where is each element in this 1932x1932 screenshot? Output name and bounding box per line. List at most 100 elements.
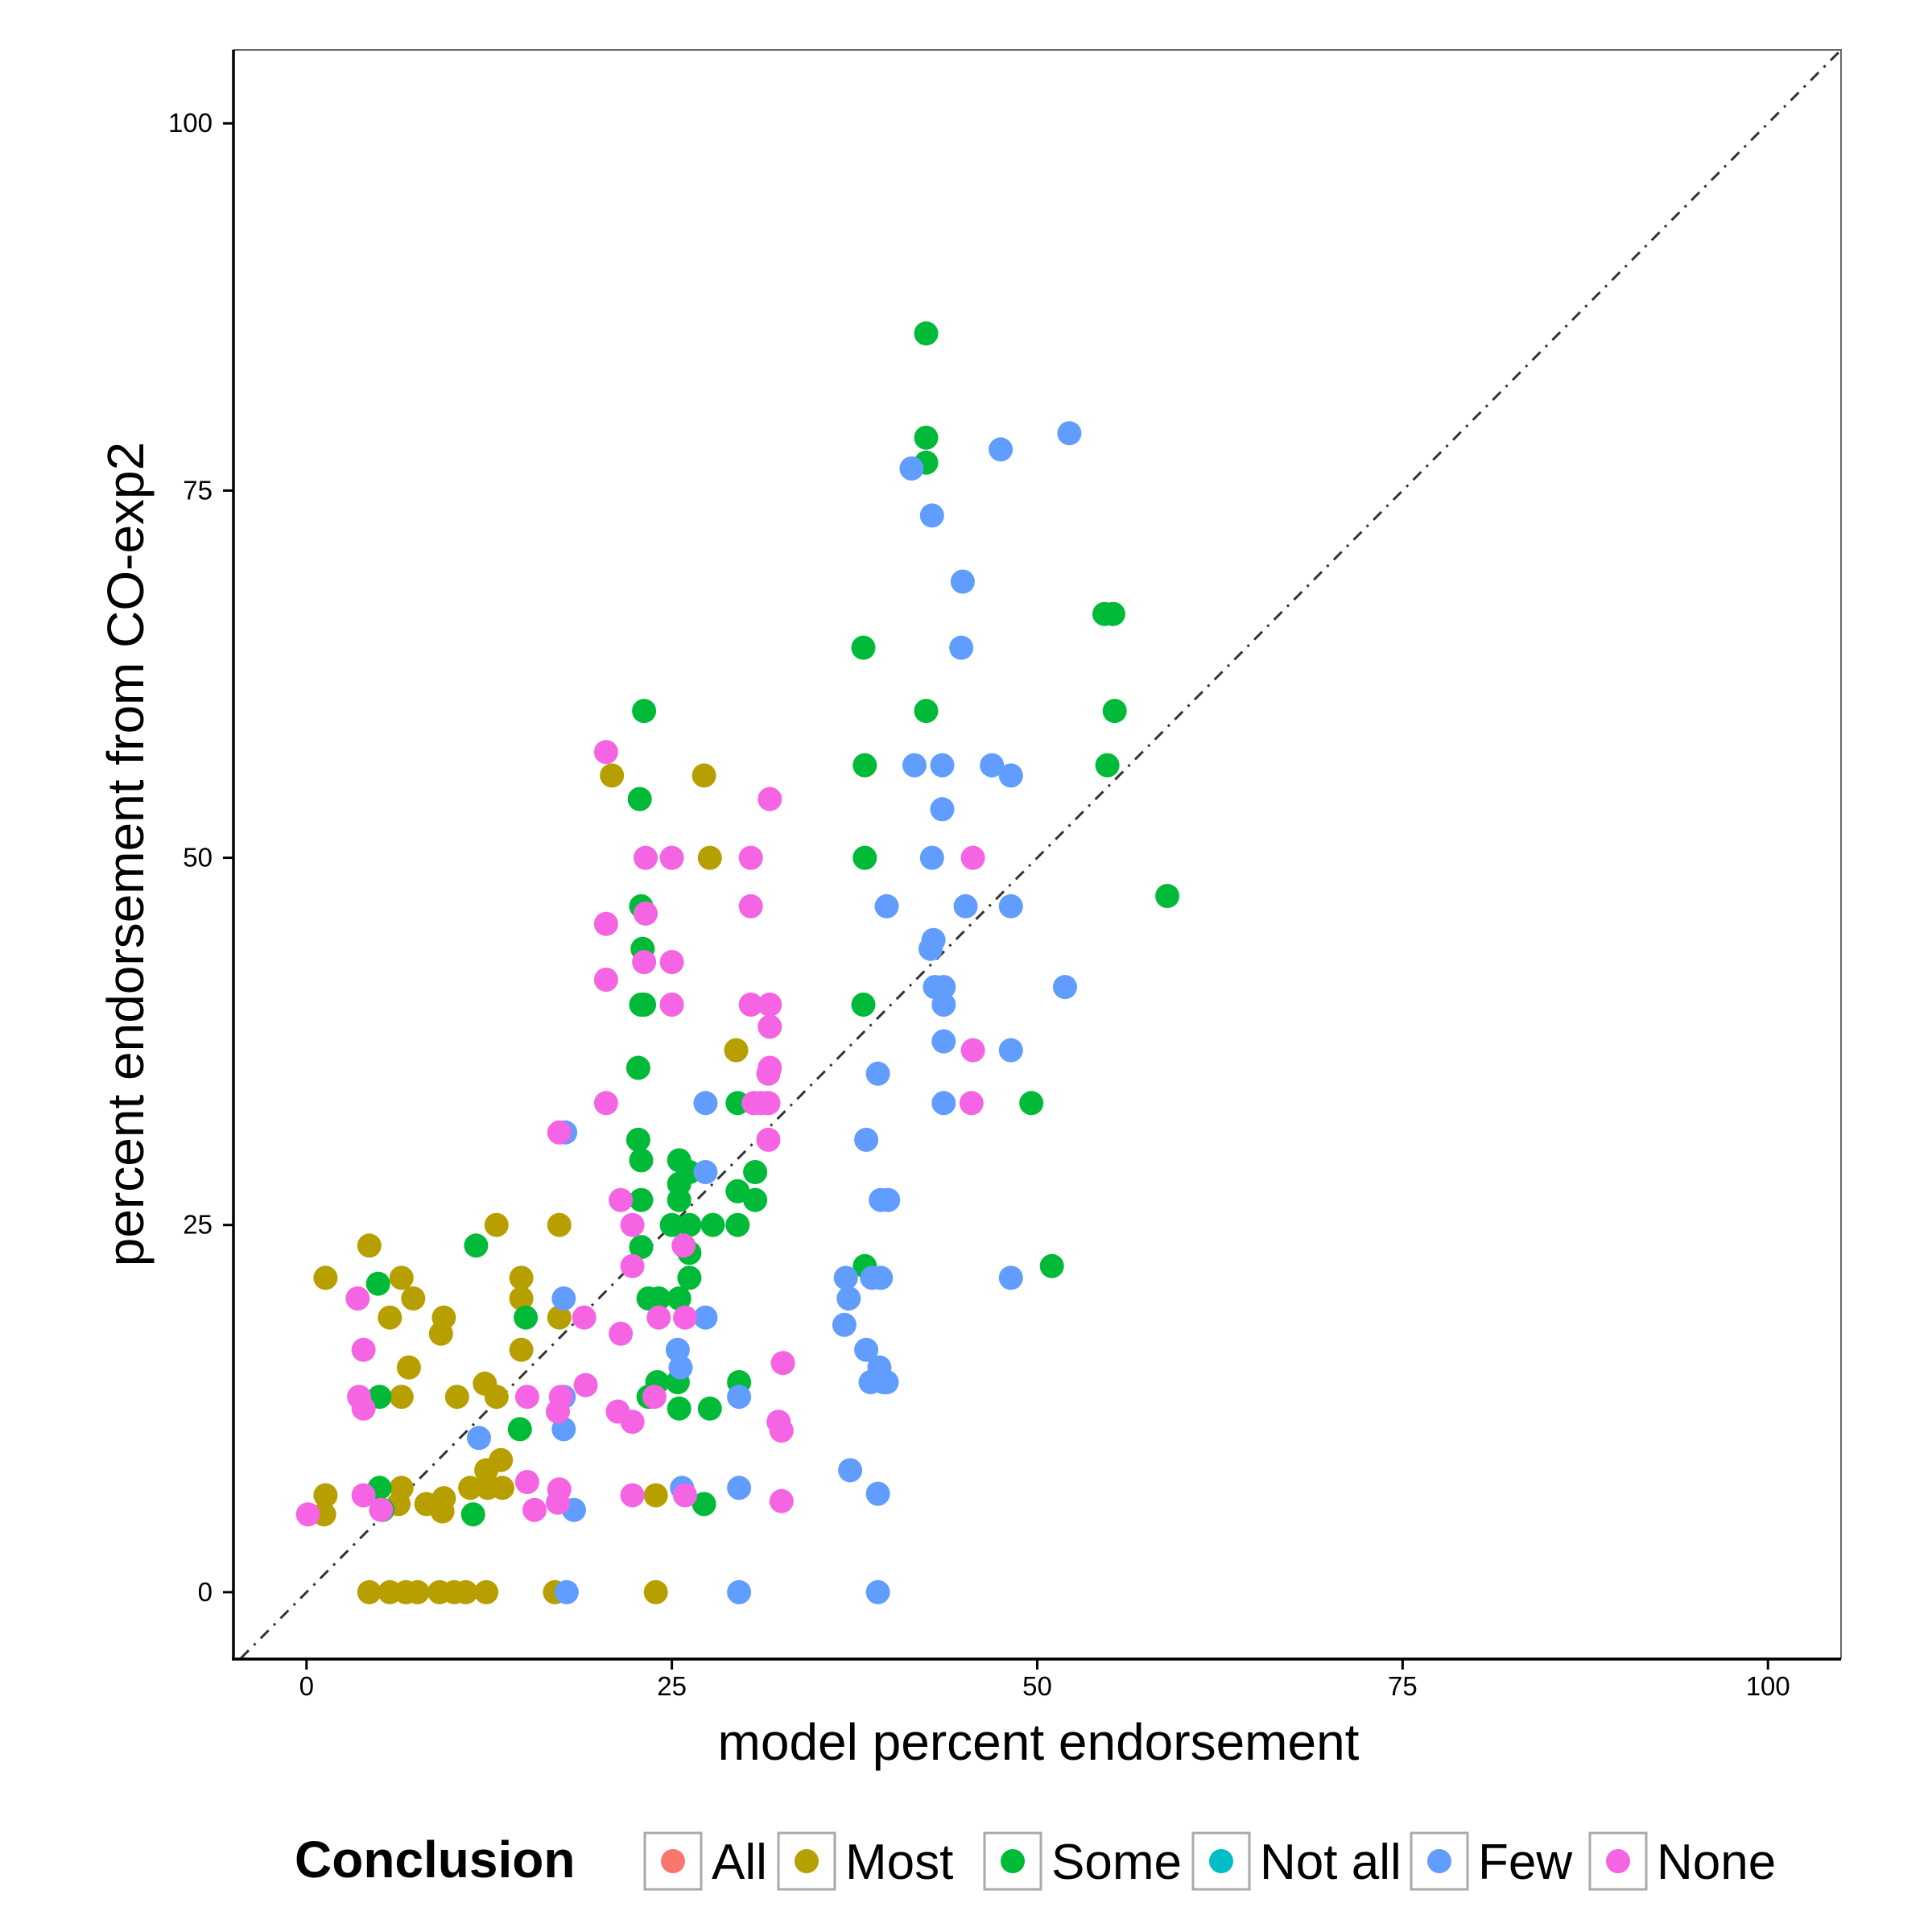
point-some	[743, 1160, 768, 1184]
point-none	[593, 911, 618, 936]
legend-key-all	[661, 1849, 685, 1873]
point-none	[642, 1385, 667, 1410]
legend-items: All Most Some Not all Few None	[643, 1831, 1776, 1891]
point-none	[646, 1305, 671, 1330]
point-few	[899, 456, 924, 481]
point-some	[852, 845, 877, 870]
point-none	[609, 1187, 634, 1212]
point-most	[697, 845, 722, 870]
point-most	[643, 1579, 668, 1604]
point-few	[832, 1312, 857, 1337]
point-none	[351, 1483, 376, 1508]
point-none	[593, 1091, 618, 1116]
point-few	[998, 1038, 1023, 1063]
legend-label-all: All	[712, 1835, 767, 1890]
point-none	[758, 786, 782, 811]
legend-key-some	[1001, 1849, 1025, 1873]
point-most	[691, 763, 716, 788]
point-some	[1095, 753, 1120, 778]
point-few	[998, 894, 1023, 919]
point-none	[632, 950, 657, 975]
point-none	[738, 894, 763, 919]
point-few	[998, 763, 1023, 788]
legend-item-few: Few	[1410, 1831, 1572, 1891]
point-few	[838, 1458, 863, 1483]
point-few	[865, 1579, 890, 1604]
point-most	[444, 1385, 469, 1410]
point-most	[643, 1483, 668, 1508]
legend-item-all: All	[643, 1831, 767, 1891]
point-some	[1092, 601, 1117, 626]
point-none	[634, 845, 658, 870]
point-none	[738, 993, 763, 1017]
point-none	[546, 1399, 570, 1424]
point-none	[756, 1091, 781, 1116]
point-some	[629, 1148, 654, 1173]
point-few	[919, 845, 944, 870]
legend-title: Conclusion	[295, 1831, 575, 1889]
point-none	[756, 1061, 781, 1086]
point-none	[620, 1483, 645, 1508]
point-some	[627, 786, 652, 811]
point-most	[389, 1265, 414, 1290]
point-some	[632, 699, 657, 724]
point-most	[405, 1579, 430, 1604]
point-few	[833, 1265, 858, 1290]
y-axis-ticks: 0 25 50 75 100	[168, 108, 233, 1607]
point-none	[673, 1305, 697, 1330]
y-tick-label: 50	[183, 843, 213, 873]
point-few	[930, 797, 955, 822]
point-few	[874, 894, 899, 919]
point-some	[460, 1502, 485, 1527]
point-few	[1057, 421, 1082, 446]
point-none	[369, 1497, 394, 1522]
point-few	[693, 1305, 718, 1330]
point-most	[547, 1212, 572, 1237]
point-some	[1019, 1091, 1044, 1116]
point-some	[629, 1235, 654, 1260]
point-some	[851, 635, 876, 660]
legend-label-not-all: Not all	[1260, 1835, 1402, 1890]
point-most	[458, 1476, 483, 1501]
legend-item-most: Most	[777, 1831, 953, 1891]
legend-item-none: None	[1588, 1831, 1776, 1891]
point-none	[620, 1212, 645, 1237]
point-most	[389, 1385, 414, 1410]
point-none	[960, 1038, 985, 1063]
point-some	[700, 1212, 725, 1237]
legend: Conclusion All Most Some Not all Few None	[295, 1831, 1776, 1891]
legend-label-few: Few	[1478, 1835, 1572, 1890]
point-most	[490, 1476, 514, 1501]
point-none	[514, 1385, 539, 1410]
point-most	[600, 763, 625, 788]
point-few	[554, 1579, 579, 1604]
point-none	[770, 1351, 795, 1376]
legend-label-some: Some	[1051, 1835, 1182, 1890]
point-few	[876, 1187, 901, 1212]
point-none	[593, 740, 618, 765]
legend-label-none: None	[1657, 1835, 1776, 1890]
point-some	[464, 1233, 489, 1258]
identity-reference-line	[240, 48, 1843, 1660]
point-some	[667, 1187, 691, 1212]
point-few	[551, 1286, 576, 1311]
point-few	[919, 936, 943, 961]
point-none	[351, 1337, 376, 1362]
point-most	[509, 1286, 534, 1311]
point-few	[953, 894, 978, 919]
point-few	[693, 1091, 718, 1116]
point-none	[959, 1091, 984, 1116]
point-most	[484, 1385, 509, 1410]
x-tick-label: 50	[1022, 1671, 1052, 1701]
point-most	[428, 1321, 453, 1346]
point-some	[914, 321, 939, 346]
point-few	[989, 437, 1013, 462]
point-few	[874, 1370, 899, 1394]
y-tick-label: 25	[183, 1210, 213, 1240]
point-none	[769, 1488, 794, 1513]
point-none	[345, 1286, 370, 1311]
point-few	[980, 753, 1005, 778]
y-tick-label: 100	[168, 108, 213, 138]
point-some	[677, 1265, 702, 1290]
point-some	[725, 1212, 750, 1237]
